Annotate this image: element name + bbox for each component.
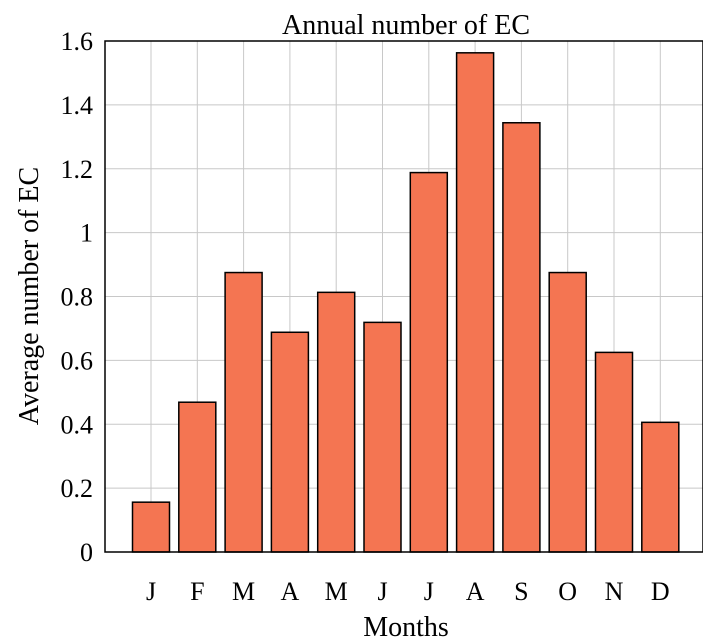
- y-tick-label: 0.8: [61, 283, 94, 312]
- x-axis-label: Months: [363, 612, 449, 643]
- bar-7: [409, 171, 449, 553]
- bar-12: [641, 421, 680, 553]
- y-tick-label: 1.6: [61, 27, 94, 56]
- y-axis-label: Average number of EC: [14, 167, 45, 425]
- bar-11: [594, 351, 634, 553]
- x-tick-label: J: [377, 577, 387, 606]
- chart-title: Annual number of EC: [282, 10, 530, 41]
- x-tick-label: J: [146, 577, 156, 606]
- y-tick-label: 1.4: [61, 91, 94, 120]
- y-tick-label: 0.4: [61, 410, 94, 439]
- x-tick-label: F: [190, 577, 204, 606]
- x-tick-label: S: [514, 577, 528, 606]
- bar-2: [178, 401, 217, 553]
- x-tick-label: J: [424, 577, 434, 606]
- y-tick-label: 0.2: [61, 474, 94, 503]
- y-axis-ticks: 0 0.2 0.4 0.6 0.8 1 1.2 1.4 1.6: [61, 27, 94, 567]
- x-tick-label: A: [466, 577, 485, 606]
- y-tick-label: 1.2: [61, 155, 94, 184]
- x-tick-label: O: [558, 577, 577, 606]
- x-tick-label: D: [651, 577, 670, 606]
- y-tick-label: 0: [80, 538, 93, 567]
- bar-1: [131, 501, 171, 553]
- x-tick-label: N: [605, 577, 624, 606]
- bar-4: [270, 331, 310, 553]
- y-tick-label: 0.6: [61, 346, 94, 375]
- bar-3: [224, 271, 263, 553]
- y-tick-label: 1: [80, 219, 93, 248]
- x-tick-label: M: [325, 577, 348, 606]
- bar-5: [316, 291, 356, 553]
- x-tick-label: M: [232, 577, 255, 606]
- bar-10: [548, 271, 587, 553]
- plot-frame: [104, 40, 703, 553]
- bar-9: [502, 122, 541, 553]
- x-tick-label: A: [281, 577, 300, 606]
- bars: [131, 52, 680, 553]
- bar-8: [455, 52, 495, 553]
- bar-6: [363, 321, 402, 553]
